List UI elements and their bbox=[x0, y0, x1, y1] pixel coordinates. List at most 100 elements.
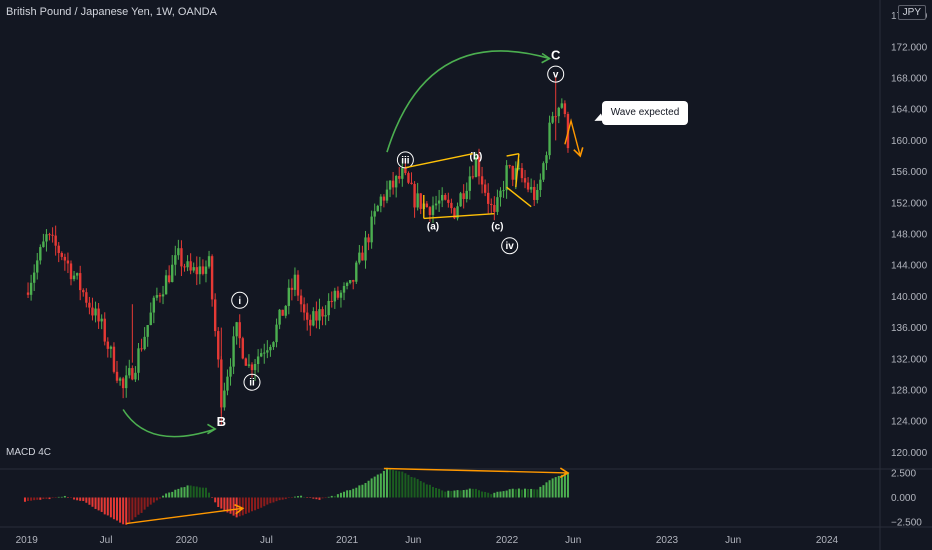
wave-circle bbox=[547, 65, 565, 83]
macd-bar bbox=[321, 497, 324, 499]
candle-body bbox=[431, 205, 435, 215]
candle-body bbox=[361, 252, 364, 261]
candle-body bbox=[447, 199, 450, 203]
macd-bar bbox=[232, 497, 235, 516]
macd-bar bbox=[103, 497, 106, 515]
candle-body bbox=[155, 295, 159, 298]
macd-bar bbox=[128, 497, 131, 523]
candle-body bbox=[520, 168, 524, 179]
macd-bar bbox=[355, 487, 358, 498]
arrow-head bbox=[234, 503, 245, 515]
candle-body bbox=[477, 157, 481, 177]
macd-bar bbox=[112, 497, 115, 520]
macd-bar bbox=[306, 497, 309, 498]
macd-bar bbox=[468, 488, 471, 498]
candle-body bbox=[560, 103, 564, 108]
candle-body bbox=[195, 267, 198, 275]
macd-bar bbox=[566, 472, 569, 498]
macd-bar bbox=[548, 480, 551, 498]
macd-bar bbox=[57, 496, 60, 498]
candle-body bbox=[306, 312, 309, 320]
macd-bar bbox=[241, 497, 244, 516]
candle-body bbox=[309, 319, 312, 326]
price-tick-label: 120.000 bbox=[891, 448, 928, 459]
lower-trendline bbox=[423, 213, 495, 220]
macd-bar bbox=[143, 497, 146, 510]
macd-bar bbox=[27, 497, 30, 501]
macd-bar bbox=[364, 483, 367, 498]
macd-bar bbox=[327, 496, 330, 498]
macd-bar bbox=[419, 481, 422, 498]
upper-trendline bbox=[405, 152, 474, 169]
candle-body bbox=[106, 341, 110, 349]
candle-body bbox=[529, 186, 533, 190]
macd-bar bbox=[358, 485, 361, 498]
macd-bar bbox=[404, 473, 407, 498]
chart-title: British Pound / Japanese Yen, 1W, OANDA bbox=[6, 6, 217, 18]
macd-bar bbox=[413, 477, 416, 498]
macd-bar bbox=[195, 486, 198, 498]
candle-body bbox=[78, 273, 82, 291]
indicator-label[interactable]: MACD 4C bbox=[6, 447, 52, 458]
candle-body bbox=[266, 350, 269, 353]
candles bbox=[26, 98, 570, 414]
candle-body bbox=[548, 122, 551, 156]
wave-label-iii: iii bbox=[401, 155, 410, 166]
macd-bar bbox=[30, 497, 33, 501]
macd-bar bbox=[527, 489, 530, 498]
macd-bar bbox=[303, 497, 306, 498]
macd-bar bbox=[69, 497, 72, 498]
macd-bar bbox=[257, 497, 260, 509]
candle-body bbox=[312, 311, 315, 326]
candle-body bbox=[480, 176, 484, 185]
macd-bar bbox=[484, 491, 487, 498]
wave-circle bbox=[501, 237, 519, 255]
macd-bar bbox=[554, 477, 557, 498]
macd-bar bbox=[511, 488, 514, 498]
macd-bar bbox=[533, 489, 536, 498]
candle-body bbox=[278, 309, 281, 325]
macd-bar bbox=[490, 494, 493, 498]
currency-badge[interactable]: JPY bbox=[897, 5, 926, 20]
time-tick-label: 2020 bbox=[176, 535, 199, 546]
macd-bar bbox=[557, 475, 560, 498]
wave-label-v: v bbox=[553, 70, 559, 81]
macd-bar bbox=[45, 497, 48, 499]
macd-bar bbox=[431, 486, 434, 498]
macd-bar bbox=[382, 470, 385, 498]
macd-histogram bbox=[23, 467, 569, 525]
macd-bar bbox=[63, 495, 66, 498]
macd-bar bbox=[395, 470, 398, 498]
candle-body bbox=[198, 266, 202, 275]
price-tick-label: 136.000 bbox=[891, 323, 928, 334]
macd-bar bbox=[389, 468, 392, 498]
macd-bar bbox=[42, 497, 45, 500]
macd-bar bbox=[297, 496, 300, 498]
macd-bar bbox=[508, 489, 511, 498]
candle-body bbox=[26, 292, 30, 295]
macd-bar bbox=[425, 484, 428, 498]
candle-body bbox=[456, 206, 459, 219]
arrow-head bbox=[573, 147, 584, 158]
candle-body bbox=[471, 176, 475, 178]
macd-bar bbox=[465, 489, 468, 498]
candle-body bbox=[146, 325, 149, 337]
macd-bar bbox=[318, 497, 321, 500]
macd-bar bbox=[560, 474, 563, 498]
macd-bar bbox=[438, 488, 441, 498]
candle-body bbox=[29, 282, 33, 295]
macd-bar bbox=[536, 489, 539, 498]
candle-body bbox=[511, 165, 514, 180]
candle-body bbox=[275, 324, 278, 343]
candle-body bbox=[453, 208, 456, 219]
candle-body bbox=[174, 255, 177, 265]
macd-bar bbox=[435, 487, 438, 498]
candle-body bbox=[401, 168, 404, 179]
candle-body bbox=[345, 282, 349, 286]
macd-bar bbox=[131, 497, 134, 520]
macd-bar bbox=[91, 497, 94, 507]
time-tick-label: Jul bbox=[260, 535, 273, 546]
macd-bar bbox=[524, 488, 527, 498]
macd-divergence-line bbox=[383, 467, 568, 474]
